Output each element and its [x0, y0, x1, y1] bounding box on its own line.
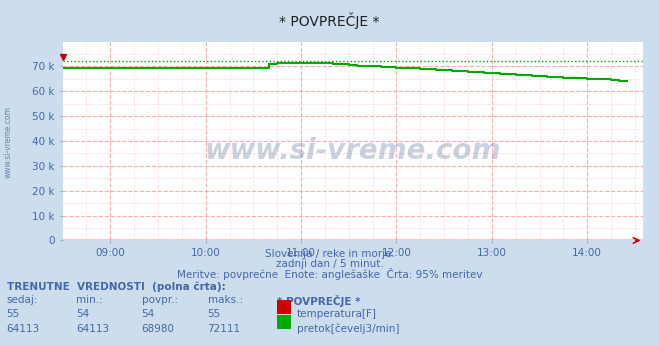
- Text: 55: 55: [7, 309, 20, 319]
- Text: * POVPREČJE *: * POVPREČJE *: [279, 12, 380, 29]
- Text: min.:: min.:: [76, 295, 103, 305]
- Text: 68980: 68980: [142, 324, 175, 334]
- Text: TRENUTNE  VREDNOSTI  (polna črta):: TRENUTNE VREDNOSTI (polna črta):: [7, 282, 225, 292]
- Text: Meritve: povprečne  Enote: anglešaške  Črta: 95% meritev: Meritve: povprečne Enote: anglešaške Črt…: [177, 268, 482, 281]
- Text: temperatura[F]: temperatura[F]: [297, 309, 376, 319]
- Text: 54: 54: [76, 309, 89, 319]
- Text: Slovenija / reke in morje.: Slovenija / reke in morje.: [264, 249, 395, 259]
- Text: www.si-vreme.com: www.si-vreme.com: [3, 106, 13, 178]
- Text: pretok[čevelj3/min]: pretok[čevelj3/min]: [297, 324, 399, 334]
- Text: www.si-vreme.com: www.si-vreme.com: [204, 137, 501, 165]
- Text: 64113: 64113: [76, 324, 109, 334]
- Text: maks.:: maks.:: [208, 295, 243, 305]
- Text: 54: 54: [142, 309, 155, 319]
- Text: povpr.:: povpr.:: [142, 295, 178, 305]
- Text: * POVPREČJE *: * POVPREČJE *: [277, 295, 360, 307]
- Text: zadnji dan / 5 minut.: zadnji dan / 5 minut.: [275, 259, 384, 269]
- Text: 55: 55: [208, 309, 221, 319]
- Text: 64113: 64113: [7, 324, 40, 334]
- Text: sedaj:: sedaj:: [7, 295, 38, 305]
- Text: 72111: 72111: [208, 324, 241, 334]
